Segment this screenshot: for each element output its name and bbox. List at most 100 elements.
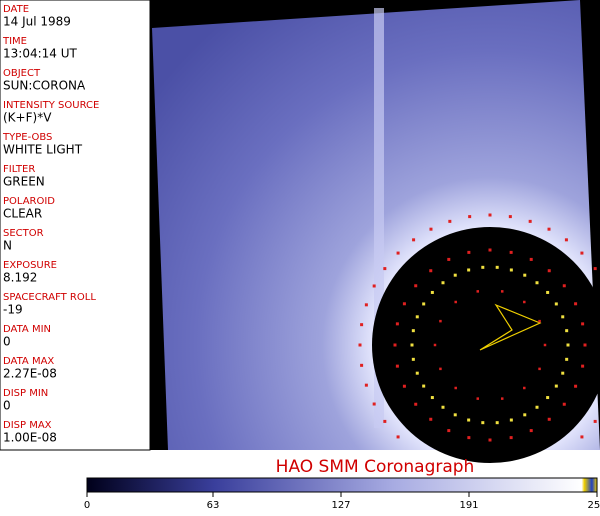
field-label: DATA MAX xyxy=(3,356,54,367)
dot xyxy=(538,367,541,371)
dot xyxy=(523,273,527,277)
dot xyxy=(415,315,419,319)
field-label: SPACECRAFT ROLL xyxy=(3,292,96,303)
dot xyxy=(467,268,471,272)
dot xyxy=(546,290,550,294)
dot xyxy=(523,386,526,390)
field-value: -19 xyxy=(3,303,23,317)
dot xyxy=(383,419,387,423)
dot xyxy=(411,357,415,361)
dot xyxy=(500,290,504,293)
occulter xyxy=(372,227,600,463)
dot xyxy=(441,405,445,409)
dot xyxy=(396,435,400,439)
dot xyxy=(538,319,541,323)
dot xyxy=(411,329,415,333)
dot xyxy=(476,397,480,400)
field-value: SUN:CORONA xyxy=(3,79,86,93)
dot xyxy=(509,436,513,440)
colorbar-axis: 0 63 127 191 255 xyxy=(84,492,600,511)
field-label: FILTER xyxy=(3,164,35,175)
dot xyxy=(360,363,364,367)
tick-label: 127 xyxy=(331,500,350,511)
dot xyxy=(439,319,442,323)
field-value: GREEN xyxy=(3,175,45,189)
dot xyxy=(396,251,400,255)
dot xyxy=(383,267,387,271)
dot xyxy=(454,300,457,304)
dot xyxy=(467,436,471,440)
field-value: 0 xyxy=(3,335,11,349)
dot xyxy=(535,405,539,409)
dot xyxy=(562,402,566,406)
field-label: SECTOR xyxy=(3,228,44,239)
dot xyxy=(509,418,513,422)
dot xyxy=(410,343,414,347)
dot xyxy=(535,281,539,285)
field-label: DATE xyxy=(3,4,29,15)
field-label: TYPE-OBS xyxy=(2,132,52,143)
dot xyxy=(562,284,566,288)
dot xyxy=(358,343,362,347)
dot xyxy=(564,238,568,242)
title: HAO SMM Coronagraph xyxy=(276,457,475,477)
dot xyxy=(454,386,457,390)
dot xyxy=(402,302,406,306)
dot xyxy=(453,413,457,417)
colorbar xyxy=(86,477,598,493)
dot xyxy=(476,290,480,293)
grid-dots xyxy=(358,213,597,442)
dot xyxy=(543,343,547,347)
dot xyxy=(439,367,442,371)
dot xyxy=(495,265,499,269)
dot xyxy=(414,284,418,288)
dot xyxy=(395,364,399,368)
dot xyxy=(581,364,585,368)
field-label: EXPOSURE xyxy=(3,260,57,271)
tick-label: 63 xyxy=(207,500,220,511)
dot xyxy=(574,384,578,388)
dot xyxy=(414,402,418,406)
field-value: WHITE LIGHT xyxy=(3,143,83,157)
dot xyxy=(565,329,569,333)
dot xyxy=(448,219,452,223)
dot xyxy=(508,215,512,219)
field-value: (K+F)*V xyxy=(3,111,52,125)
dot xyxy=(433,343,437,347)
dot xyxy=(500,397,504,400)
tick-label: 255 xyxy=(587,500,600,511)
dot xyxy=(523,413,527,417)
dot xyxy=(488,248,492,252)
dot xyxy=(546,396,550,400)
dot xyxy=(481,421,485,425)
dot xyxy=(430,290,434,294)
dot xyxy=(561,371,565,375)
dot xyxy=(495,421,499,425)
dot xyxy=(593,419,597,423)
streamer xyxy=(374,8,384,428)
dot xyxy=(372,284,376,288)
dot xyxy=(422,302,426,306)
field-label: POLAROID xyxy=(3,196,55,207)
dot xyxy=(554,384,558,388)
dot xyxy=(528,219,532,223)
dot xyxy=(583,343,587,347)
dot xyxy=(581,322,585,326)
dot xyxy=(453,273,457,277)
dot xyxy=(430,396,434,400)
info-panel xyxy=(0,0,151,451)
tick-label: 0 xyxy=(84,500,90,511)
dot xyxy=(509,268,513,272)
dot xyxy=(372,402,376,406)
field-label: DISP MAX xyxy=(3,420,52,431)
dot xyxy=(468,215,472,219)
dot xyxy=(529,429,533,433)
dot xyxy=(561,315,565,319)
dot xyxy=(488,438,492,442)
field-value: CLEAR xyxy=(3,207,42,221)
dot xyxy=(447,257,451,261)
dot xyxy=(402,384,406,388)
dot xyxy=(593,267,597,271)
dot xyxy=(547,417,551,421)
dot xyxy=(360,323,364,327)
